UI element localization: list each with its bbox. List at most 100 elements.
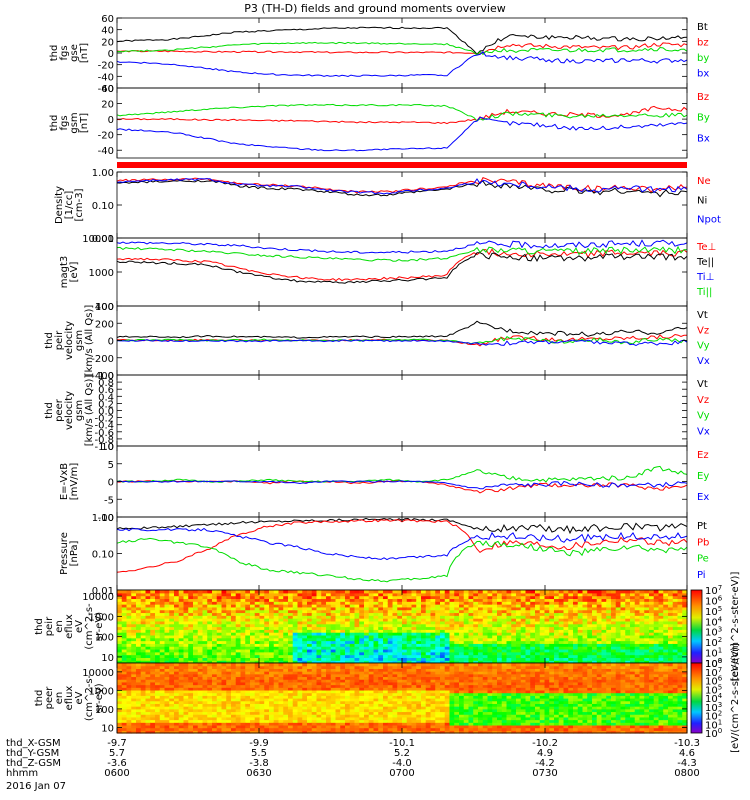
heatmap-cell: [207, 684, 213, 688]
heatmap-cell: [520, 643, 527, 647]
heatmap-cell: [611, 609, 617, 614]
heatmap-cell: [383, 606, 389, 611]
heatmap-cell: [155, 689, 161, 694]
heatmap-cell: [178, 681, 185, 686]
heatmap-cell: [373, 654, 379, 658]
heatmap-cell: [663, 598, 669, 602]
heatmap-cell: [164, 637, 170, 642]
heatmap-cell: [449, 643, 455, 647]
heatmap-cell: [259, 660, 265, 664]
heatmap-cell: [364, 692, 370, 696]
heatmap-cell: [311, 651, 318, 656]
heatmap-cell: [297, 612, 303, 616]
heatmap-cell: [131, 629, 137, 633]
heatmap-cell: [677, 623, 683, 628]
heatmap-cell: [520, 598, 527, 602]
heatmap-cell: [326, 722, 332, 726]
heatmap-cell: [435, 660, 441, 664]
heatmap-cell: [183, 615, 189, 619]
heatmap-cell: [288, 612, 294, 616]
heatmap-cell: [240, 601, 246, 605]
heatmap-cell: [354, 722, 360, 726]
heatmap-cell: [326, 698, 332, 702]
heatmap-cell: [639, 637, 645, 642]
heatmap-cell: [345, 646, 351, 650]
heatmap-cell: [530, 634, 536, 639]
heatmap-cell: [682, 637, 688, 642]
heatmap-cell: [278, 643, 284, 647]
heatmap-cell: [240, 604, 246, 608]
heatmap-cell: [449, 604, 455, 608]
heatmap-cell: [193, 681, 199, 686]
y-tick-label: -400: [91, 371, 114, 382]
heatmap-cell: [672, 598, 679, 602]
heatmap-cell: [302, 665, 308, 669]
heatmap-cell: [231, 695, 237, 699]
heatmap-cell: [454, 654, 460, 658]
heatmap-cell: [554, 604, 560, 608]
heatmap-cell: [231, 660, 237, 664]
heatmap-cell: [506, 618, 512, 622]
heatmap-cell: [383, 651, 389, 656]
heatmap-cell: [169, 595, 175, 600]
heatmap-cell: [231, 590, 237, 594]
heatmap-cell: [292, 714, 299, 718]
heatmap-cell: [126, 692, 132, 696]
heatmap-cell: [250, 634, 256, 639]
heatmap-cell: [582, 609, 588, 614]
heatmap-cell: [159, 730, 166, 734]
heatmap-cell: [174, 698, 180, 702]
heatmap-cell: [283, 668, 289, 672]
heatmap-cell: [316, 595, 322, 600]
heatmap-cell: [373, 615, 379, 619]
heatmap-cell: [587, 660, 593, 664]
heatmap-cell: [349, 708, 356, 713]
heatmap-cell: [169, 698, 175, 702]
heatmap-cell: [316, 590, 322, 594]
heatmap-cell: [231, 637, 237, 642]
heatmap-cell: [364, 695, 370, 699]
heatmap-cell: [283, 676, 289, 680]
heatmap-cell: [254, 665, 261, 669]
heatmap-cell: [368, 657, 375, 661]
heatmap-cell: [364, 626, 370, 630]
heatmap-cell: [501, 598, 508, 602]
heatmap-cell: [435, 590, 441, 594]
heatmap-cell: [611, 648, 617, 653]
heatmap-cell: [359, 727, 365, 731]
heatmap-cell: [302, 724, 308, 729]
heatmap-cell: [596, 618, 603, 622]
heatmap-cell: [226, 684, 232, 688]
heatmap-cell: [193, 657, 199, 661]
heatmap-cell: [136, 604, 142, 608]
heatmap-cell: [136, 626, 142, 630]
heatmap-cell: [653, 651, 660, 656]
heatmap-cell: [430, 590, 436, 594]
heatmap-cell: [207, 700, 213, 704]
heatmap-cell: [235, 706, 242, 710]
heatmap-cell: [530, 623, 536, 628]
heatmap-cell: [668, 646, 674, 650]
heatmap-cell: [383, 708, 389, 713]
heatmap-cell: [159, 601, 166, 605]
heatmap-cell: [183, 643, 189, 647]
heatmap-cell: [335, 671, 341, 675]
heatmap-cell: [378, 595, 384, 600]
heatmap-cell: [592, 615, 598, 619]
heatmap-cell: [326, 687, 332, 691]
heatmap-cell: [273, 724, 280, 729]
heatmap-cell: [406, 609, 413, 614]
y-axis-label-line: fgs: [59, 115, 70, 130]
heatmap-cell: [121, 668, 128, 672]
heatmap-cell: [159, 698, 166, 702]
heatmap-cell: [159, 708, 166, 713]
heatmap-cell: [188, 618, 194, 622]
heatmap-cell: [216, 615, 223, 619]
heatmap-cell: [539, 615, 546, 619]
heatmap-cell: [620, 646, 626, 650]
heatmap-cell: [164, 609, 170, 614]
heatmap-cell: [235, 681, 242, 686]
heatmap-cell: [330, 606, 337, 611]
heatmap-cell: [145, 598, 151, 602]
heatmap-cell: [592, 660, 598, 664]
